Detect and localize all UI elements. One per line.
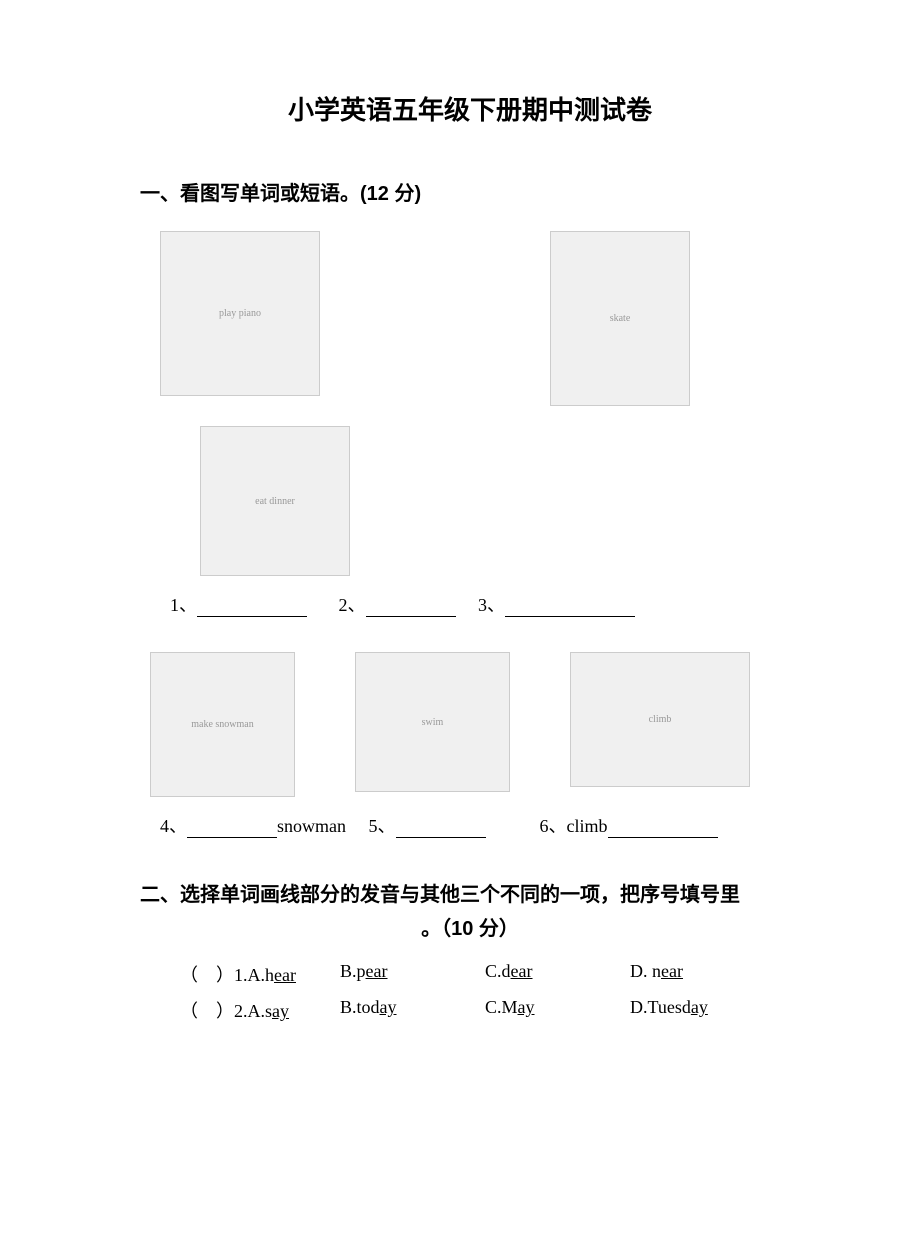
q1-d-ul: ear (661, 961, 683, 981)
section2-subheader: 。（10 分） (140, 912, 800, 941)
answer-line-1: 1、 2、 3、 (170, 591, 800, 617)
q1-b-pre: B.p (340, 961, 366, 981)
q2-b-pre: B.tod (340, 997, 380, 1017)
q2-c-ul: ay (518, 997, 535, 1017)
q1-option-b: B.pear (340, 961, 485, 987)
q2-prefix: （ ）2.A.s (180, 1001, 272, 1021)
answer-line-2: 4、snowman 5、 6、climb (160, 812, 800, 838)
q2-option-c: C.May (485, 997, 630, 1023)
q4-num: 4 (160, 816, 169, 836)
q2-d-ul: ay (691, 997, 708, 1017)
q1-option-d: D. near (630, 961, 775, 987)
q5-sep: 、 (378, 816, 396, 836)
image-dinner: eat dinner (200, 426, 350, 576)
image-row-1: play piano skate (160, 231, 800, 406)
q3-blank[interactable] (505, 599, 635, 617)
image-snowman: make snowman (150, 652, 295, 797)
q1-prefix: （ ）1.A.h (180, 965, 274, 985)
q1-option-a: （ ）1.A.hear (180, 961, 340, 987)
q6-num: 6 (540, 816, 549, 836)
q4-word: snowman (277, 816, 346, 836)
q2-option-a: （ ）2.A.say (180, 997, 340, 1023)
q5-num: 5 (369, 816, 378, 836)
question-row-1: （ ）1.A.hear B.pear C.dear D. near (180, 961, 800, 987)
q3-num: 3 (478, 595, 487, 615)
q2-d-pre: D.Tuesd (630, 997, 691, 1017)
image-piano: play piano (160, 231, 320, 396)
image-row-2: eat dinner (200, 426, 800, 576)
q1-d-pre: D. n (630, 961, 661, 981)
q1-b-ul: ear (366, 961, 388, 981)
q3-sep: 、 (487, 595, 505, 615)
q4-blank[interactable] (187, 820, 277, 838)
q1-c-pre: C.d (485, 961, 511, 981)
q1-option-c: C.dear (485, 961, 630, 987)
q1-a-ul: ear (274, 965, 296, 985)
q2-option-d: D.Tuesday (630, 997, 775, 1023)
q1-blank[interactable] (197, 599, 307, 617)
section2-header: 二、选择单词画线部分的发音与其他三个不同的一项，把序号填号里 (140, 878, 800, 907)
image-swim: swim (355, 652, 510, 792)
q2-a-ul: ay (272, 1001, 289, 1021)
q2-b-ul: ay (380, 997, 397, 1017)
q2-blank[interactable] (366, 599, 456, 617)
q1-sep: 、 (179, 595, 197, 615)
q1-num: 1 (170, 595, 179, 615)
q2-option-b: B.today (340, 997, 485, 1023)
image-climb: climb (570, 652, 750, 787)
section1-header: 一、看图写单词或短语。(12 分) (140, 177, 800, 206)
q2-c-pre: C.M (485, 997, 518, 1017)
q5-blank[interactable] (396, 820, 486, 838)
q2-num: 2 (339, 595, 348, 615)
exam-title: 小学英语五年级下册期中测试卷 (140, 90, 800, 127)
image-row-3: make snowman swim climb (150, 652, 800, 797)
question-row-2: （ ）2.A.say B.today C.May D.Tuesday (180, 997, 800, 1023)
q4-sep: 、 (169, 816, 187, 836)
q1-c-ul: ear (511, 961, 533, 981)
q6-sep: 、 (549, 816, 567, 836)
image-skate: skate (550, 231, 690, 406)
q6-word: climb (567, 816, 608, 836)
q6-blank[interactable] (608, 820, 718, 838)
q2-sep: 、 (348, 595, 366, 615)
